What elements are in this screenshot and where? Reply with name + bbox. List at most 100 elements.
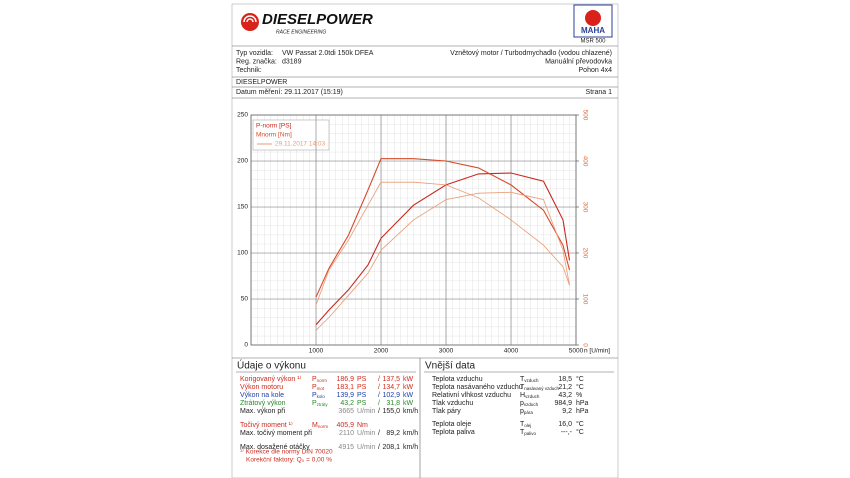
x-tick-label: 4000 <box>504 348 519 355</box>
maha-text: MAHA <box>581 26 605 35</box>
symbol-main: H <box>520 392 525 399</box>
ext-unit: °C <box>576 375 584 383</box>
ext-value: 43,2 <box>558 392 572 399</box>
perf-sep: / <box>378 376 380 383</box>
perf-value: 102,9 <box>382 392 400 399</box>
y-tick-label: 50 <box>241 296 249 303</box>
perf-value: 186,9 <box>336 376 354 383</box>
symbol-main: T <box>520 429 525 436</box>
ext-label: Relativní vlhkost vzduchu <box>432 392 511 399</box>
perf-sep: / <box>378 384 380 391</box>
ext-symbol: ppára <box>520 408 533 415</box>
perf-unit: U/min <box>357 444 375 451</box>
device: MSR 500 <box>580 39 606 45</box>
plot-area <box>250 114 577 346</box>
series-line <box>315 172 571 326</box>
ext-label: Teplota oleje <box>432 421 471 428</box>
perf-unit: PS <box>357 392 367 399</box>
legend <box>252 119 330 151</box>
ext-label: Teplota vzduchu <box>432 376 483 383</box>
info-label: Technik: <box>236 67 262 74</box>
perf-label: Korigovaný výkon ¹⁾ <box>240 375 302 383</box>
symbol-main: P <box>312 384 317 391</box>
y2-tick-label: 500 <box>581 110 588 121</box>
perf-symbol: Pkolo <box>312 392 325 399</box>
ext-label: Teplota paliva <box>432 429 475 436</box>
legend-label: 29.11.2017 14:03 <box>275 141 326 148</box>
x-tick-label: 1000 <box>309 348 324 355</box>
perf-unit: kW <box>403 384 414 391</box>
perf-value: 183,1 <box>336 384 354 391</box>
ext-unit: hPa <box>576 408 589 415</box>
ext-value: 984,9 <box>554 400 572 407</box>
ext-symbol: Tpalivo <box>520 429 537 436</box>
info-detail: Vznětový motor / Turbodmychadlo (vodou c… <box>450 50 612 57</box>
perf-note: Korekční faktory: Q₀ = 0,00 % <box>246 457 332 464</box>
perf-label: Max. točivý moment při <box>240 430 312 437</box>
perf-symbol: Pmot <box>312 384 325 391</box>
ext-label: Tlak páry <box>432 408 461 415</box>
series-line <box>315 181 570 306</box>
perf-label: Výkon motoru <box>240 384 283 391</box>
y2-tick-label: 300 <box>581 202 588 213</box>
ext-unit: hPa <box>576 400 589 407</box>
perf-value: 137,5 <box>382 376 400 383</box>
symbol-sub: olej <box>524 423 531 428</box>
perf-value: 139,9 <box>336 392 354 399</box>
legend-label: P-norm [PS] <box>256 123 292 130</box>
perf-symbol: Mnorm <box>312 422 328 429</box>
perf-value: 155,0 <box>382 408 400 415</box>
series-line <box>315 191 570 331</box>
symbol-main: P <box>312 376 317 383</box>
perf-value: 43,2 <box>340 400 354 407</box>
ext-value: 21,2 <box>558 384 572 391</box>
perf-value: 4915 <box>338 444 354 451</box>
perf-sep: / <box>378 408 380 415</box>
ext-label: Tlak vzduchu <box>432 400 473 407</box>
info-value: VW Passat 2.0tdi 150k DFEA <box>282 50 374 57</box>
symbol-main: p <box>520 400 524 407</box>
y2-tick-label: 200 <box>581 248 588 259</box>
ext-unit: °C <box>576 383 584 391</box>
symbol-main: T <box>520 421 525 428</box>
symbol-sub: kolo <box>317 394 326 399</box>
perf-unit: Nm <box>357 422 368 429</box>
symbol-sub: norm <box>318 424 329 429</box>
info-detail: Pohon 4x4 <box>579 67 613 74</box>
maha-emblem <box>585 10 601 26</box>
perf-label: Max. dosažené otáčky <box>240 444 310 451</box>
y-tick-label: 150 <box>237 204 248 211</box>
ext-value: 16,0 <box>558 421 572 428</box>
symbol-main: P <box>312 392 317 399</box>
perf-unit: PS <box>357 400 367 407</box>
perf-unit: U/min <box>357 408 375 415</box>
perf-value: 3665 <box>338 408 354 415</box>
perf-unit: PS <box>357 384 367 391</box>
perf-label: Točivý moment ¹⁾ <box>240 421 293 429</box>
perf-unit: km/h <box>403 408 418 415</box>
ext-symbol: pvzduch <box>520 400 539 407</box>
perf-value: 31,8 <box>386 400 400 407</box>
x-tick-label: 2000 <box>374 348 389 355</box>
perf-sep: / <box>378 392 380 399</box>
symbol-main: p <box>520 408 524 415</box>
perf-label: Ztrátový výkon <box>240 400 286 407</box>
y2-tick-label: 0 <box>581 343 588 347</box>
perf-sep: / <box>378 430 380 437</box>
ext-unit: % <box>576 392 582 399</box>
y-tick-label: 250 <box>237 112 248 119</box>
brand-sub: RACE ENGINEERING <box>276 29 326 35</box>
perf-symbol: Pztráty <box>312 400 328 407</box>
perf-value: 208,1 <box>382 444 400 451</box>
info-label: Typ vozidla: <box>236 50 273 57</box>
perf-unit: kW <box>403 392 414 399</box>
ext-symbol: Tolej <box>520 421 531 428</box>
x-tick-label: 5000 <box>569 348 584 355</box>
ext-value: ---,- <box>561 429 573 436</box>
y2-tick-label: 100 <box>581 294 588 305</box>
perf-label: Max. výkon při <box>240 408 286 415</box>
ext-unit: °C <box>576 428 584 436</box>
date: Datum měření: 29.11.2017 (15:19) <box>236 89 343 96</box>
symbol-main: M <box>312 422 318 429</box>
